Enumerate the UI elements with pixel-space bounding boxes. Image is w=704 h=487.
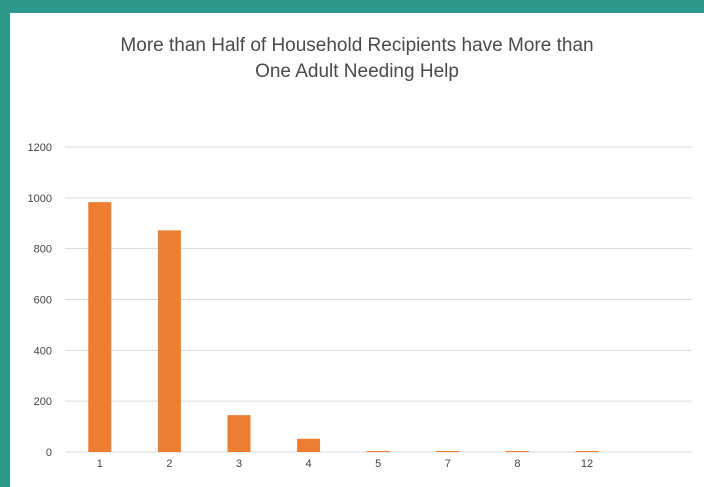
bar-4	[297, 438, 321, 452]
x-tick-label: 1	[97, 458, 103, 470]
bar-7	[436, 450, 460, 452]
x-tick-label: 12	[581, 458, 593, 470]
bar-8	[505, 450, 529, 452]
y-tick-label: 400	[34, 345, 52, 357]
y-tick-labels: 0 200 400 600 800 1000 1200	[28, 142, 52, 459]
bar-5	[366, 450, 390, 452]
x-tick-label: 4	[306, 458, 312, 470]
chart-panel: More than Half of Household Recipients h…	[10, 13, 704, 487]
y-tick-label: 1000	[28, 193, 52, 205]
x-tick-label: 5	[375, 458, 381, 470]
bar-12	[575, 450, 599, 452]
y-tick-label: 600	[34, 295, 52, 307]
x-tick-label: 2	[166, 458, 172, 470]
x-tick-label: 7	[445, 458, 451, 470]
bars	[88, 202, 599, 452]
y-tick-label: 0	[46, 447, 52, 459]
bar-2	[157, 230, 181, 452]
x-tick-label: 8	[514, 458, 520, 470]
bar-3	[227, 415, 251, 452]
y-tick-label: 800	[34, 244, 52, 256]
x-tick-labels: 1 2 3 4 5 7 8 12	[97, 458, 593, 470]
y-tick-label: 1200	[28, 142, 52, 154]
bar-1	[88, 202, 112, 452]
x-tick-label: 3	[236, 458, 242, 470]
y-tick-label: 200	[34, 396, 52, 408]
chart-title: More than Half of Household Recipients h…	[120, 35, 594, 82]
